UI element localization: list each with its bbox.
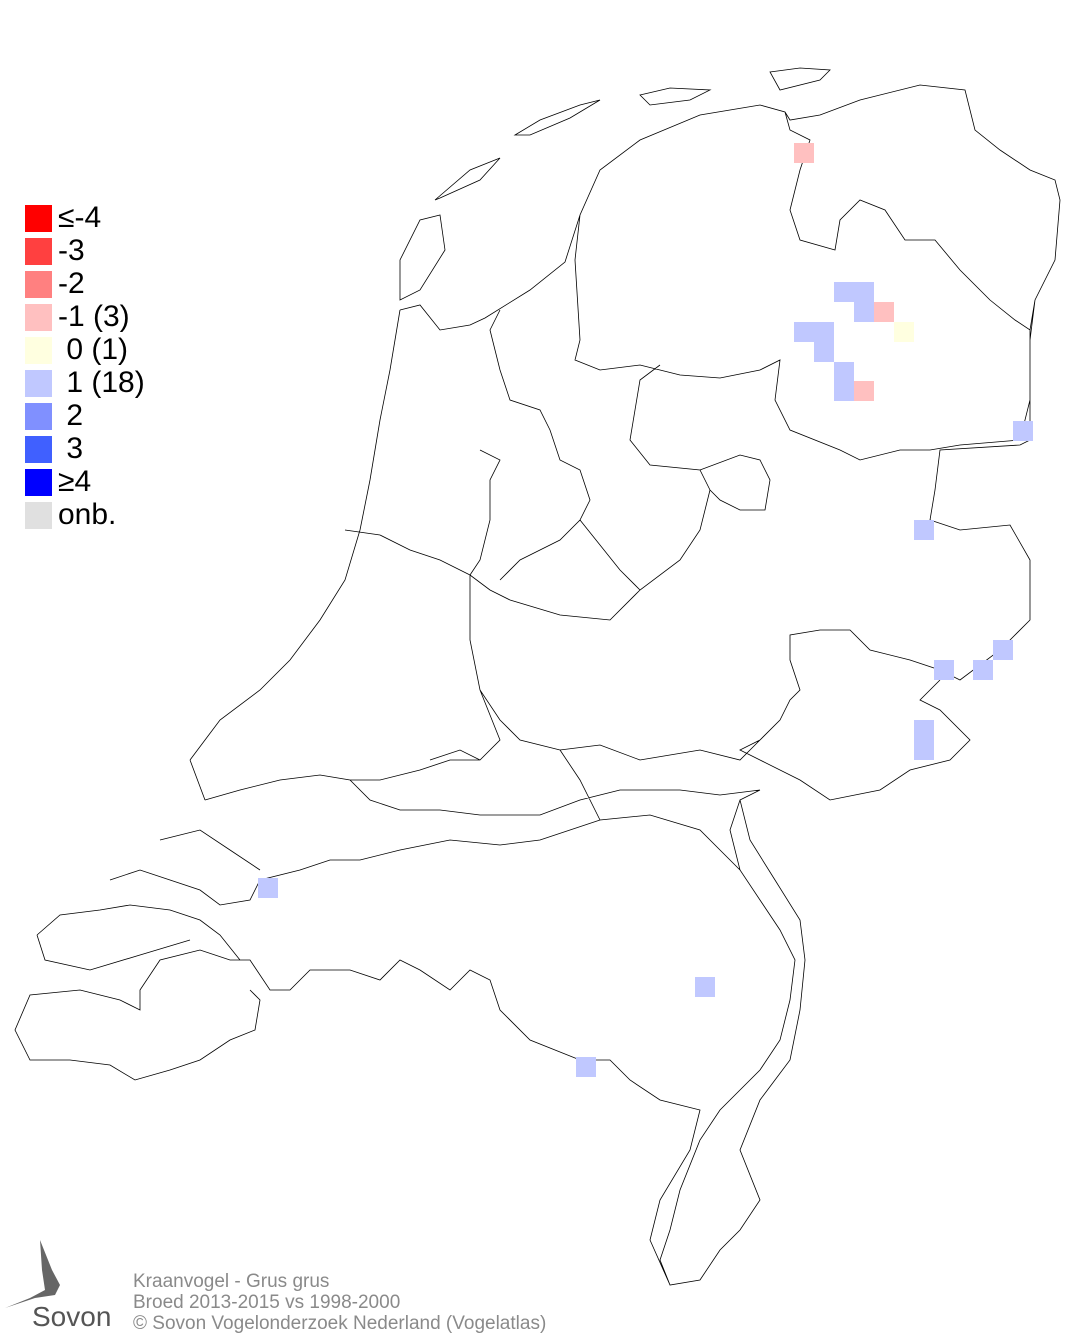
legend-label: 3 (58, 432, 84, 465)
legend-swatch (25, 502, 52, 529)
legend-swatch (25, 238, 52, 265)
change-cell (258, 878, 278, 898)
change-cell (1013, 421, 1033, 441)
change-cell (874, 302, 894, 322)
change-cell (854, 381, 874, 401)
change-cell (894, 322, 914, 342)
map-caption: Kraanvogel - Grus grus Broed 2013-2015 v… (133, 1271, 546, 1334)
swallow-icon (5, 1240, 60, 1308)
change-cell (814, 322, 834, 342)
change-cell (834, 282, 854, 302)
species-name: Kraanvogel - Grus grus (133, 1271, 330, 1292)
change-cell (834, 362, 854, 382)
legend-label: 0 (1) (58, 333, 129, 366)
legend-label: 2 (58, 399, 84, 432)
sovon-logo: Sovon (0, 1240, 125, 1335)
change-cell (834, 381, 854, 401)
change-cell (576, 1057, 596, 1077)
legend-swatch (25, 304, 52, 331)
copyright: © Sovon Vogelonderzoek Nederland (Vogela… (133, 1313, 547, 1334)
change-cell (854, 302, 874, 322)
change-cell (794, 322, 814, 342)
legend-swatch (25, 403, 52, 430)
period-comparison: Broed 2013-2015 vs 1998-2000 (133, 1292, 401, 1313)
legend-label: 1 (18) (58, 366, 145, 399)
change-cell (914, 740, 934, 760)
change-cell (934, 660, 954, 680)
change-cell (973, 660, 993, 680)
mainland-outline (14, 84, 1061, 1286)
legend-swatch (25, 271, 52, 298)
change-cell (914, 720, 934, 740)
legend-label: ≥4 (58, 465, 92, 498)
logo-text: Sovon (32, 1301, 111, 1332)
change-cell (794, 143, 814, 163)
change-cell (914, 520, 934, 540)
legend-label: onb. (58, 498, 117, 531)
legend-label: -3 (58, 234, 85, 267)
change-cell (695, 977, 715, 997)
legend-label: ≤-4 (58, 201, 102, 234)
change-cell (814, 342, 834, 362)
wadden-islands (399, 67, 831, 301)
legend-swatch (25, 337, 52, 364)
legend-swatch (25, 469, 52, 496)
legend-label: -2 (58, 267, 85, 300)
legend-swatch (25, 370, 52, 397)
legend-swatch (25, 205, 52, 232)
change-cell (993, 640, 1013, 660)
legend-swatch (25, 436, 52, 463)
legend-label: -1 (3) (58, 300, 130, 333)
change-cell (854, 282, 874, 302)
